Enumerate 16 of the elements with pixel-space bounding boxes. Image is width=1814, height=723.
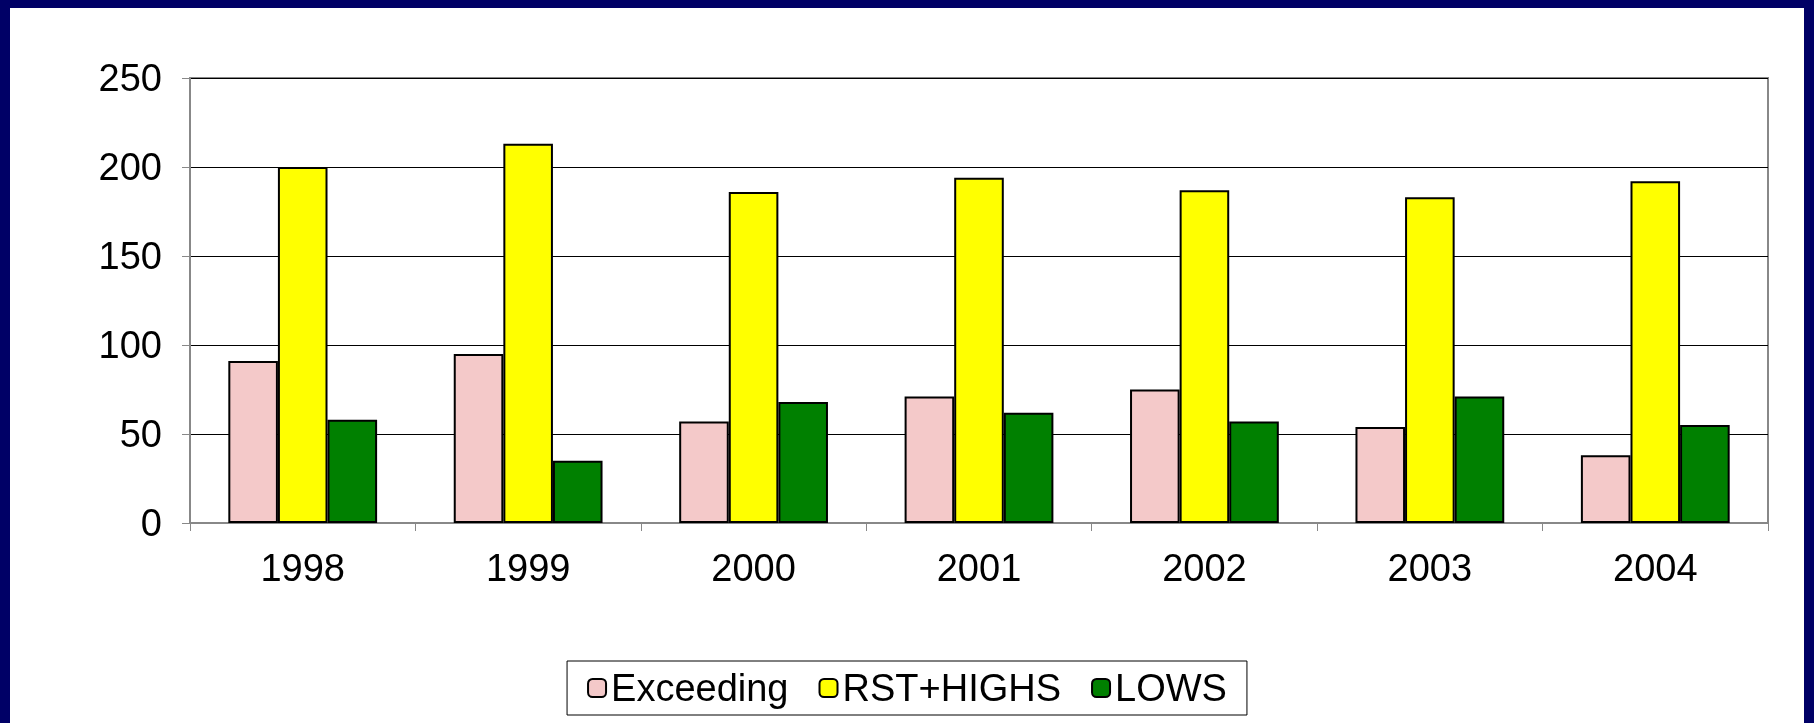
x-tick-label: 1999 (485, 547, 571, 589)
y-tick-label: 200 (98, 146, 162, 188)
y-tick-label: 100 (98, 324, 162, 366)
legend-label: LOWS (1115, 667, 1227, 709)
x-tick-label: 2002 (1162, 547, 1247, 589)
x-tick-label: 1998 (260, 547, 345, 589)
x-tick-label: 2000 (711, 547, 796, 589)
y-tick-label: 50 (119, 413, 162, 455)
y-tick-label: 0 (140, 502, 162, 544)
x-tick-label: 2001 (936, 547, 1022, 589)
legend-label: RST+HIGHS (842, 667, 1062, 709)
x-tick-label: 2004 (1613, 547, 1698, 589)
x-tick-label: 2003 (1387, 547, 1473, 589)
y-tick-label: 150 (98, 235, 162, 277)
legend-label: Exceeding (611, 667, 789, 709)
y-tick-label: 250 (98, 57, 162, 99)
